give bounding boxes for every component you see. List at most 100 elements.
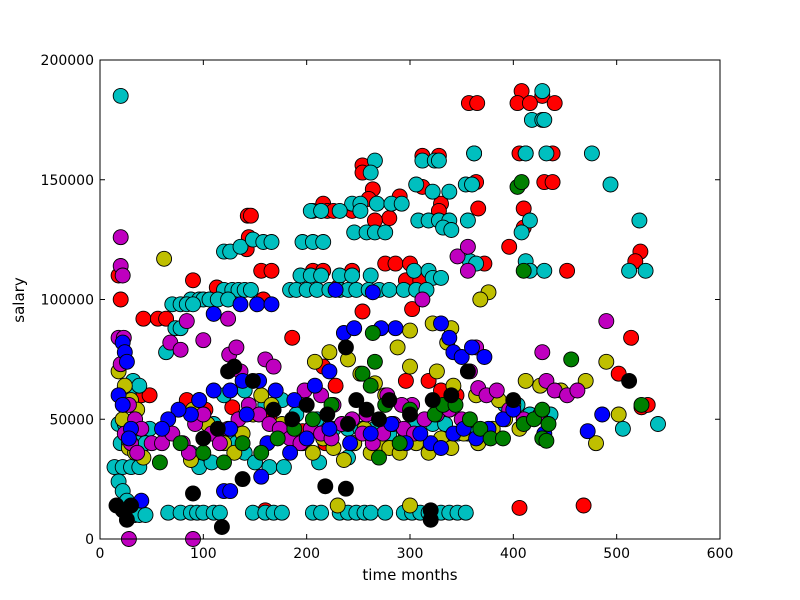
data-point [234,471,251,488]
data-point [443,387,460,404]
data-point [253,468,270,485]
data-point [534,344,551,361]
data-point [511,499,528,516]
data-point [321,420,338,437]
data-point [466,145,483,162]
data-point [538,145,555,162]
data-point [362,377,379,394]
data-point [298,430,315,447]
data-point [459,363,476,380]
data-point [540,416,557,432]
data-point [381,281,398,298]
data-point [633,396,650,413]
data-point [364,325,381,341]
data-point [265,358,282,375]
data-point [501,238,518,255]
data-point [430,152,447,169]
data-point [428,363,445,380]
data-point [158,310,175,327]
x-tick-label: 300 [397,546,424,562]
data-point [559,262,576,279]
data-point [579,423,596,440]
data-point [459,238,476,255]
data-point [232,296,249,313]
data-point [335,452,352,468]
data-point [433,440,449,456]
data-point [313,202,330,219]
data-point [352,202,369,219]
data-point [195,444,212,461]
data-point [464,339,480,356]
x-tick-label: 600 [707,546,734,562]
data-point [137,507,154,523]
data-point [546,95,563,112]
data-point [424,183,441,200]
data-point [304,444,321,461]
data-point [222,382,239,399]
data-point [306,353,323,370]
y-tick-label: 100000 [41,293,94,309]
data-point [364,284,381,301]
data-point [269,430,286,447]
data-point [172,435,189,452]
data-point [242,281,259,298]
data-point [129,444,146,461]
data-point [123,497,139,514]
x-tick-label: 0 [96,546,105,562]
data-point [366,353,383,370]
data-point [242,207,259,224]
data-point [348,392,365,409]
data-point [222,483,239,500]
data-point [232,238,249,255]
data-point [340,416,356,432]
data-point [185,485,201,502]
data-point [263,234,280,250]
data-point [362,504,379,521]
data-point [404,301,421,318]
data-point [337,480,354,497]
data-point [213,519,230,535]
data-point [321,363,338,380]
data-point [536,111,553,128]
data-point [517,372,534,389]
data-point [319,406,336,423]
data-point [397,372,414,389]
data-point [195,332,212,349]
y-tick-label: 0 [85,532,94,548]
data-point [211,504,228,521]
data-point [441,329,458,346]
y-tick-label: 150000 [41,173,94,189]
data-point [154,420,170,437]
data-point [402,406,418,423]
data-point [459,262,476,279]
data-point [402,322,418,339]
data-point [298,396,315,413]
data-point [178,313,195,330]
data-point [263,296,280,313]
data-point [472,291,489,308]
data-point [226,358,243,375]
data-point [185,296,201,313]
x-tick-label: 400 [500,546,527,562]
data-point [515,262,532,279]
data-point [141,387,158,404]
data-point [414,291,431,308]
data-point [513,224,530,241]
data-point [453,349,470,365]
data-point [209,420,226,437]
data-point [598,313,615,330]
data-point [321,344,338,361]
data-point [614,420,631,437]
data-point [354,365,371,382]
data-point [284,329,301,346]
data-point [265,401,282,418]
x-axis-label: time months [362,566,457,584]
data-point [621,372,638,389]
data-point [327,377,344,394]
data-point [544,174,561,191]
data-point [112,87,129,104]
data-point [443,222,460,238]
data-point [191,392,208,409]
data-point [408,176,425,193]
data-point [457,504,474,521]
